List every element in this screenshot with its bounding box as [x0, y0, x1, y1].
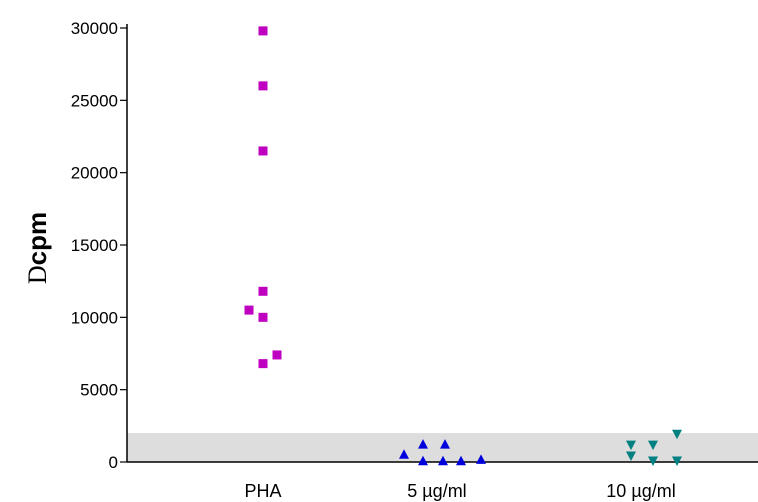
y-tick-label: 30000 [71, 19, 118, 38]
data-point-triangle-down [672, 456, 682, 467]
data-point-square [258, 81, 268, 91]
data-point-triangle-down [648, 456, 658, 467]
y-axis-label: Dcpm [22, 212, 52, 284]
x-category-label: 5 µg/ml [407, 481, 466, 501]
data-point-square [272, 350, 282, 360]
y-tick-label: 15000 [71, 236, 118, 255]
y-tick-label: 25000 [71, 91, 118, 110]
data-point-square [258, 146, 268, 156]
data-point-triangle-up [476, 454, 486, 464]
data-point-triangle-down [672, 429, 682, 440]
data-point-triangle-up [418, 439, 428, 449]
data-point-square [258, 286, 268, 296]
data-point-square [258, 359, 268, 369]
data-point-triangle-up [418, 455, 428, 466]
y-tick-label: 0 [109, 453, 118, 472]
x-category-labels: PHA 5 µg/ml 10 µg/ml [244, 481, 675, 501]
y-tick-label: 5000 [80, 381, 118, 400]
data-point-triangle-down [648, 440, 658, 451]
data-point-square [258, 26, 268, 36]
data-point-triangle-up [440, 439, 450, 449]
x-category-label: 10 µg/ml [606, 481, 675, 501]
y-ticks: 0 5000 10000 15000 20000 25000 30000 [71, 19, 127, 472]
data-point-triangle-up [438, 455, 448, 466]
data-point-triangle-up [456, 455, 466, 466]
y-axis-label-text: cpm [22, 212, 52, 265]
x-category-label: PHA [244, 481, 281, 501]
y-tick-label: 20000 [71, 164, 118, 183]
y-axis-label-symbol: D [23, 265, 52, 284]
data-points [244, 26, 682, 467]
data-point-square [244, 305, 254, 315]
y-tick-label: 10000 [71, 308, 118, 327]
data-point-triangle-up [399, 449, 409, 459]
axes [126, 24, 758, 463]
data-point-square [258, 312, 268, 322]
data-point-triangle-down [626, 451, 636, 461]
data-point-triangle-down [626, 440, 636, 451]
